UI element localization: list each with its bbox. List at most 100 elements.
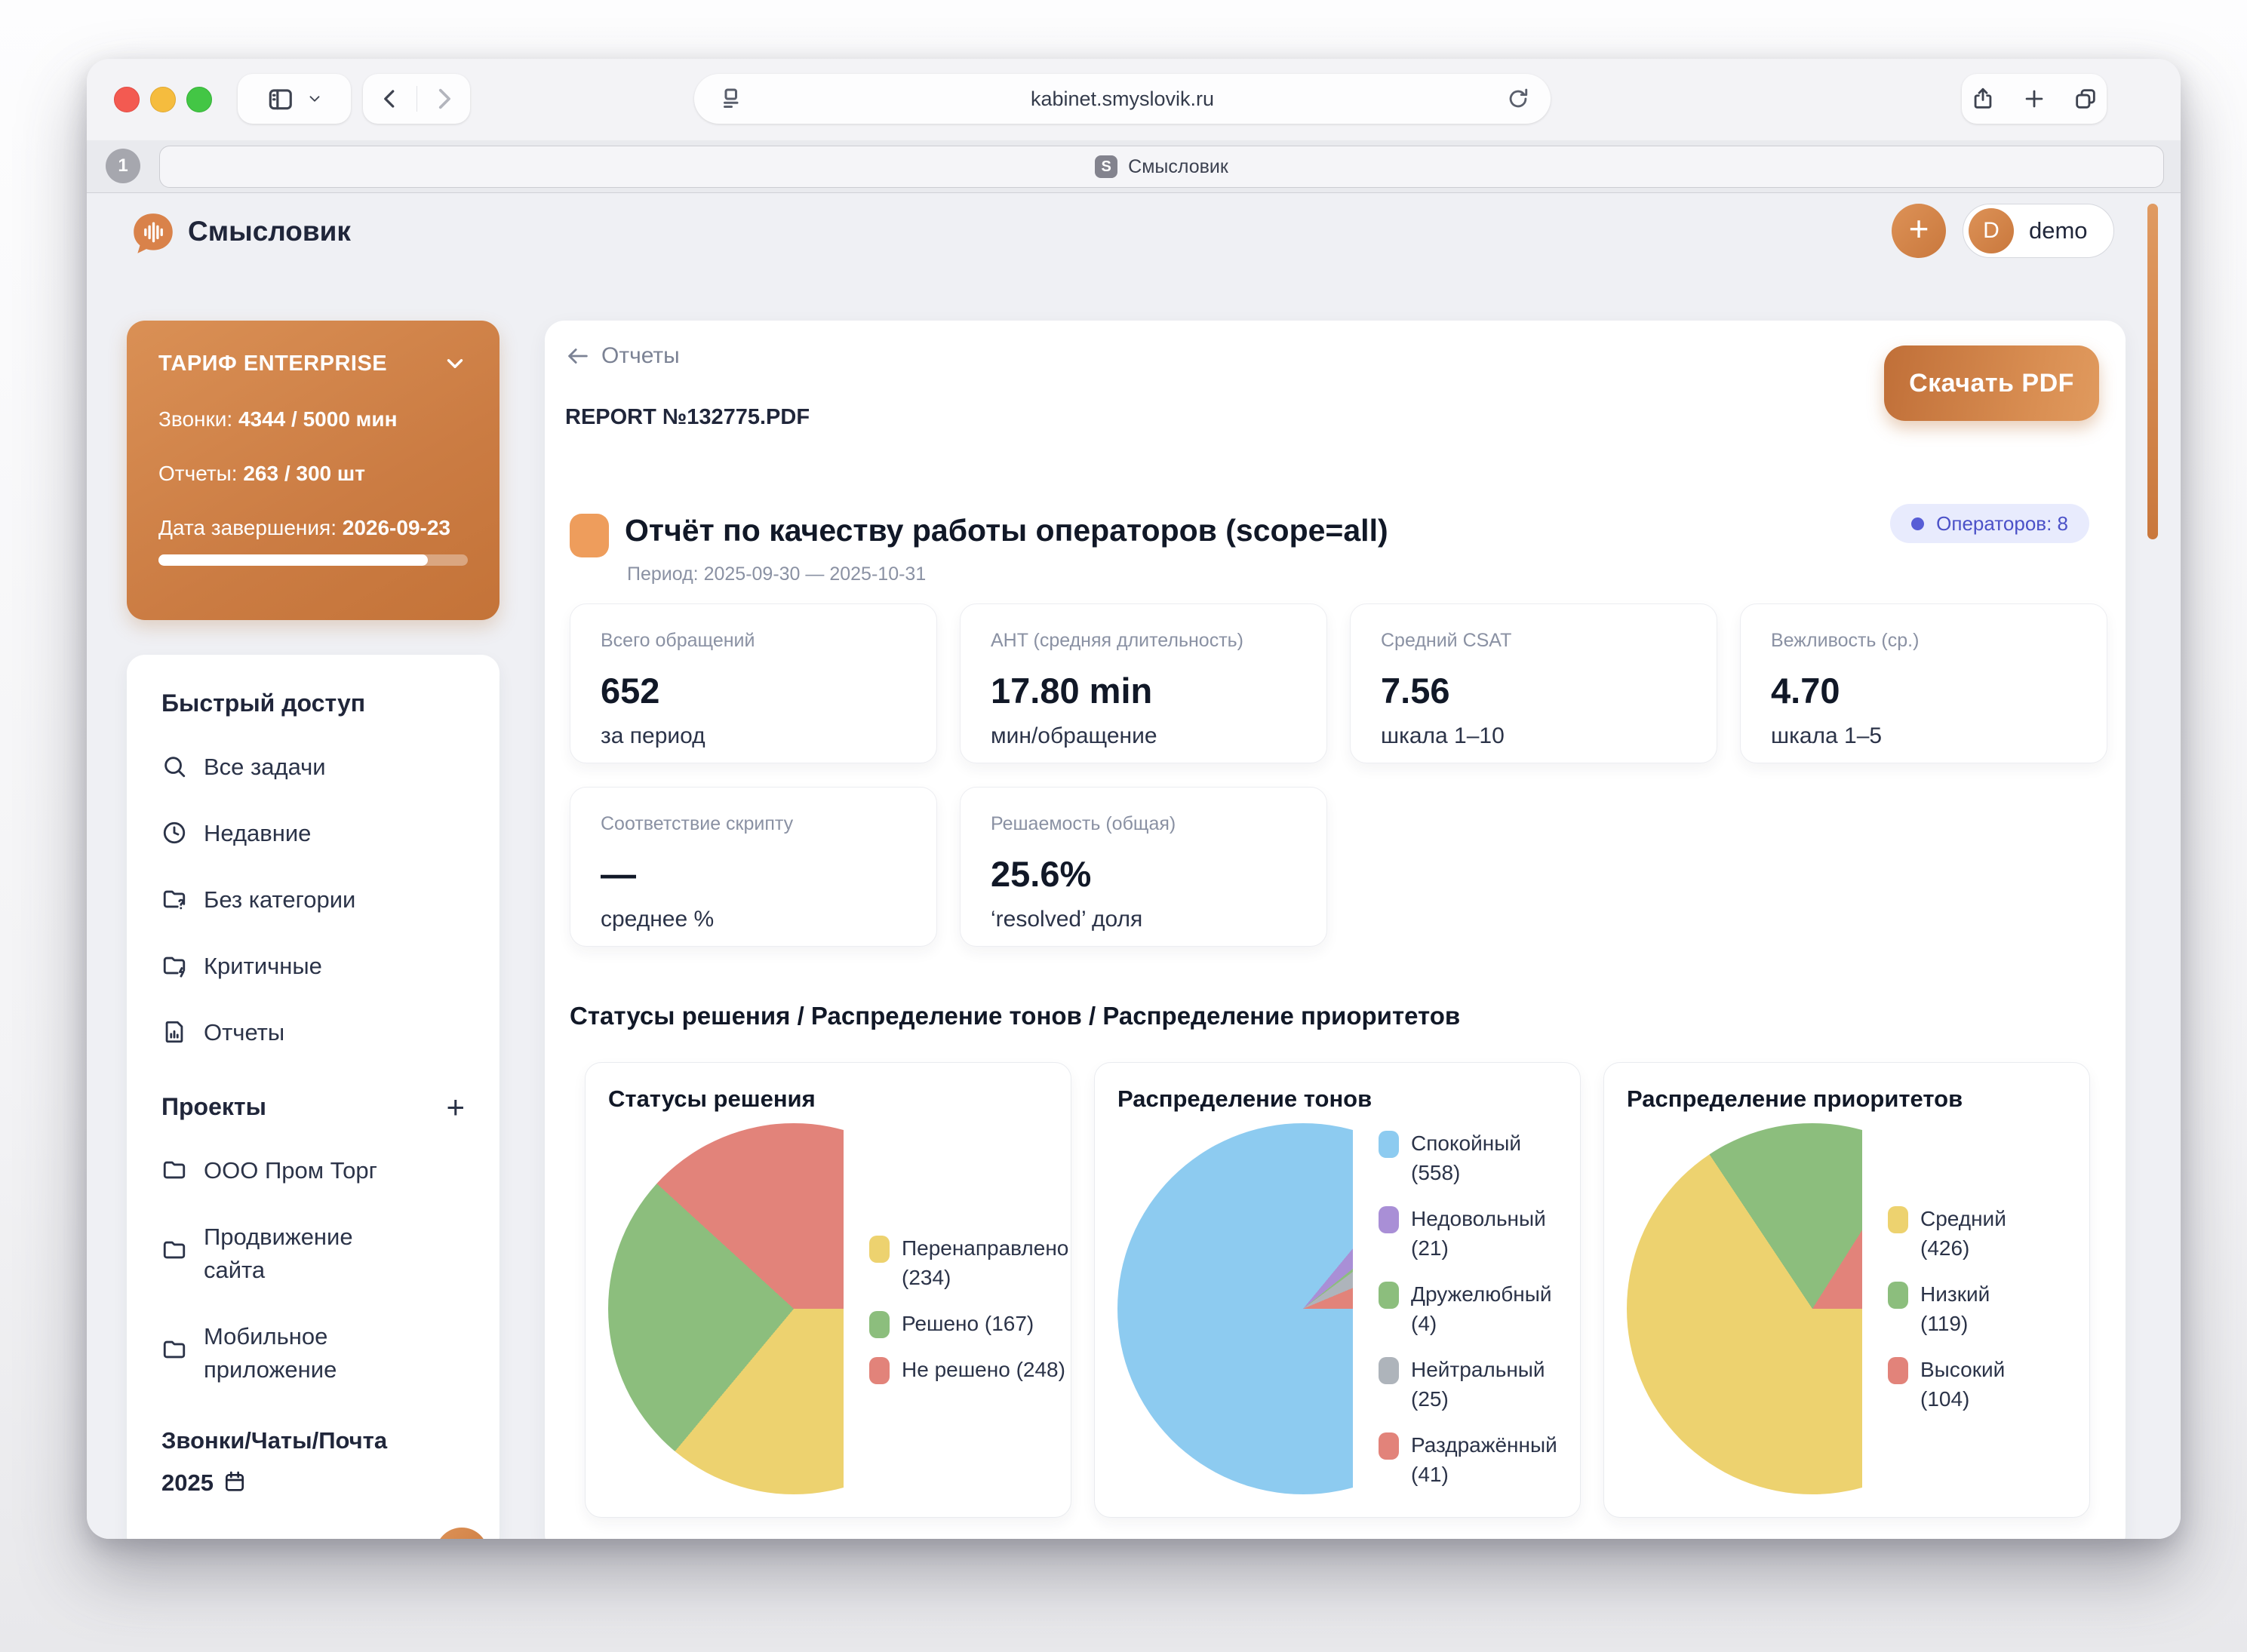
tab-counter-badge[interactable]: 1 — [106, 149, 140, 183]
minimize-window-button[interactable] — [150, 87, 176, 112]
pie-chart-priorities — [1627, 1123, 1862, 1494]
nav-buttons — [363, 74, 470, 124]
report-title: Отчёт по качеству работы операторов (sco… — [625, 513, 1388, 548]
stats-grid: Всего обращений 652 за период AHT (средн… — [570, 603, 2107, 947]
traffic-lights — [114, 87, 212, 112]
folder-icon — [163, 1241, 186, 1259]
legend-label: Решено (167) — [902, 1312, 1034, 1335]
legend-label: Низкий (119) — [1920, 1282, 1990, 1335]
doc-chart-icon — [165, 1021, 183, 1043]
legend-swatch — [1379, 1282, 1399, 1309]
legend-swatch — [869, 1236, 890, 1263]
legend-swatch — [869, 1357, 890, 1384]
header-add-button[interactable]: + — [1892, 204, 1946, 258]
chart-legend: Средний (426) Низкий (119) Высокий (104) — [1888, 1123, 2006, 1494]
sidebar-item-all-tasks[interactable]: Все задачи — [161, 751, 465, 784]
legend-swatch — [869, 1311, 890, 1338]
legend-item: Решено (167) — [869, 1309, 1068, 1338]
floating-action-button[interactable] — [435, 1528, 488, 1539]
sidebar-project-prom-torg[interactable]: ООО Пром Торг — [161, 1154, 465, 1187]
folder-question-icon — [163, 890, 186, 910]
tariff-title: ТАРИФ ENTERPRISE — [158, 351, 388, 376]
sidebar-item-critical[interactable]: Критичные — [161, 950, 465, 983]
stat-card-csat: Средний CSAT 7.56 шкала 1–10 — [1350, 603, 1717, 763]
new-tab-icon[interactable] — [2021, 86, 2047, 112]
add-project-button[interactable]: + — [446, 1089, 465, 1125]
legend-label: Раздражённый (41) — [1411, 1433, 1557, 1486]
toolbar-actions — [1962, 74, 2107, 124]
search-icon — [164, 757, 186, 778]
reader-icon — [717, 85, 744, 116]
back-button[interactable] — [364, 88, 417, 110]
legend-item: Средний (426) — [1888, 1204, 2006, 1263]
charts-row: Статусы решения Перенаправлено (234) Решен… — [585, 1062, 2090, 1518]
sidebar-project-site-promo[interactable]: Продвижение сайта — [161, 1221, 465, 1287]
legend-swatch — [1888, 1282, 1908, 1309]
chart-legend: Спокойный (558) Недовольный (21) Дружелюбный… — [1379, 1123, 1557, 1494]
sidebar-toggle-button[interactable] — [238, 74, 351, 124]
quick-access-heading: Быстрый доступ — [161, 689, 366, 717]
folder-icon — [163, 1340, 186, 1359]
legend-item: Не решено (248) — [869, 1355, 1068, 1384]
chart-legend: Перенаправлено (234) Решено (167) Не решено… — [869, 1123, 1068, 1494]
tariff-collapse-chevron-icon[interactable] — [442, 351, 468, 376]
legend-label: Спокойный (558) — [1411, 1132, 1521, 1184]
report-icon — [570, 514, 609, 557]
legend-label: Не решено (248) — [902, 1358, 1065, 1381]
sidebar-item-recent[interactable]: Недавние — [161, 817, 465, 850]
legend-label: Высокий (104) — [1920, 1358, 2006, 1411]
legend-item: Раздражённый (41) — [1379, 1430, 1557, 1489]
sidebar-calls-chats-mail[interactable]: Звонки/Чаты/Почта 2025 — [161, 1420, 418, 1507]
stat-card-aht: AHT (средняя длительность) 17.80 min мин… — [960, 603, 1327, 763]
browser-toolbar: kabinet.smyslovik.ru — [87, 59, 2181, 140]
arrow-left-icon — [568, 349, 588, 364]
legend-label: Дружелюбный (4) — [1411, 1282, 1552, 1335]
tab-bar: 1 S Смысловик — [87, 140, 2181, 193]
folder-icon — [163, 1161, 186, 1179]
sidebar-item-reports[interactable]: Отчеты — [161, 1016, 465, 1049]
legend-item: Спокойный (558) — [1379, 1128, 1557, 1187]
tariff-end-date: Дата завершения: 2026-09-23 — [158, 516, 450, 539]
forward-button[interactable] — [417, 86, 470, 112]
sidebar-project-mobile-app[interactable]: Мобильное приложение — [161, 1320, 465, 1386]
legend-swatch — [1379, 1357, 1399, 1384]
pie-chart-statuses — [608, 1123, 844, 1494]
report-period: Период: 2025-09-30 — 2025-10-31 — [627, 563, 927, 585]
report-panel: Отчеты REPORT №132775.PDF Скачать PDF От… — [545, 321, 2126, 1539]
legend-swatch — [1888, 1357, 1908, 1384]
zoom-window-button[interactable] — [186, 87, 212, 112]
app-header: Смысловик + D demo — [87, 193, 2181, 291]
favicon: S — [1095, 155, 1118, 178]
calendar-icon — [223, 1465, 247, 1507]
app-title: Смысловик — [188, 216, 351, 247]
browser-window: kabinet.smyslovik.ru 1 S — [87, 59, 2181, 1539]
legend-item: Низкий (119) — [1888, 1279, 2006, 1338]
back-to-reports-link[interactable]: Отчеты — [565, 343, 680, 369]
download-pdf-button[interactable]: Скачать PDF — [1884, 345, 2099, 421]
operators-badge: Операторов: 8 — [1890, 504, 2089, 543]
tariff-progress-track — [158, 554, 468, 566]
tariff-card: ТАРИФ ENTERPRISE Звонки: 4344 / 5000 мин… — [127, 321, 500, 620]
close-window-button[interactable] — [114, 87, 140, 112]
page-scrollbar-thumb[interactable] — [2147, 204, 2158, 539]
tab-overview-icon[interactable] — [2073, 86, 2098, 112]
chart-card-statuses: Статусы решения Перенаправлено (234) Решен… — [585, 1062, 1071, 1518]
user-menu[interactable]: D demo — [1963, 204, 2114, 258]
reload-button[interactable] — [1505, 86, 1531, 112]
legend-swatch — [1379, 1432, 1399, 1460]
legend-label: Нейтральный (25) — [1411, 1358, 1545, 1411]
url-bar[interactable]: kabinet.smyslovik.ru — [694, 74, 1551, 124]
tab-smyslovik[interactable]: S Смысловик — [159, 146, 2164, 188]
legend-item: Нейтральный (25) — [1379, 1355, 1557, 1414]
legend-swatch — [1888, 1206, 1908, 1233]
sidebar-item-uncategorized[interactable]: Без категории — [161, 883, 465, 917]
folder-bolt-icon — [163, 957, 186, 978]
user-avatar: D — [1969, 208, 2014, 253]
share-icon[interactable] — [1970, 86, 1996, 112]
legend-label: Средний (426) — [1920, 1207, 2006, 1260]
charts-section-heading: Статусы решения / Распределение тонов / … — [570, 1002, 1461, 1030]
stat-card-script: Соответствие скрипту — среднее % — [570, 787, 937, 947]
tab-title: Смысловик — [1128, 155, 1228, 177]
tariff-progress-fill — [158, 554, 428, 566]
